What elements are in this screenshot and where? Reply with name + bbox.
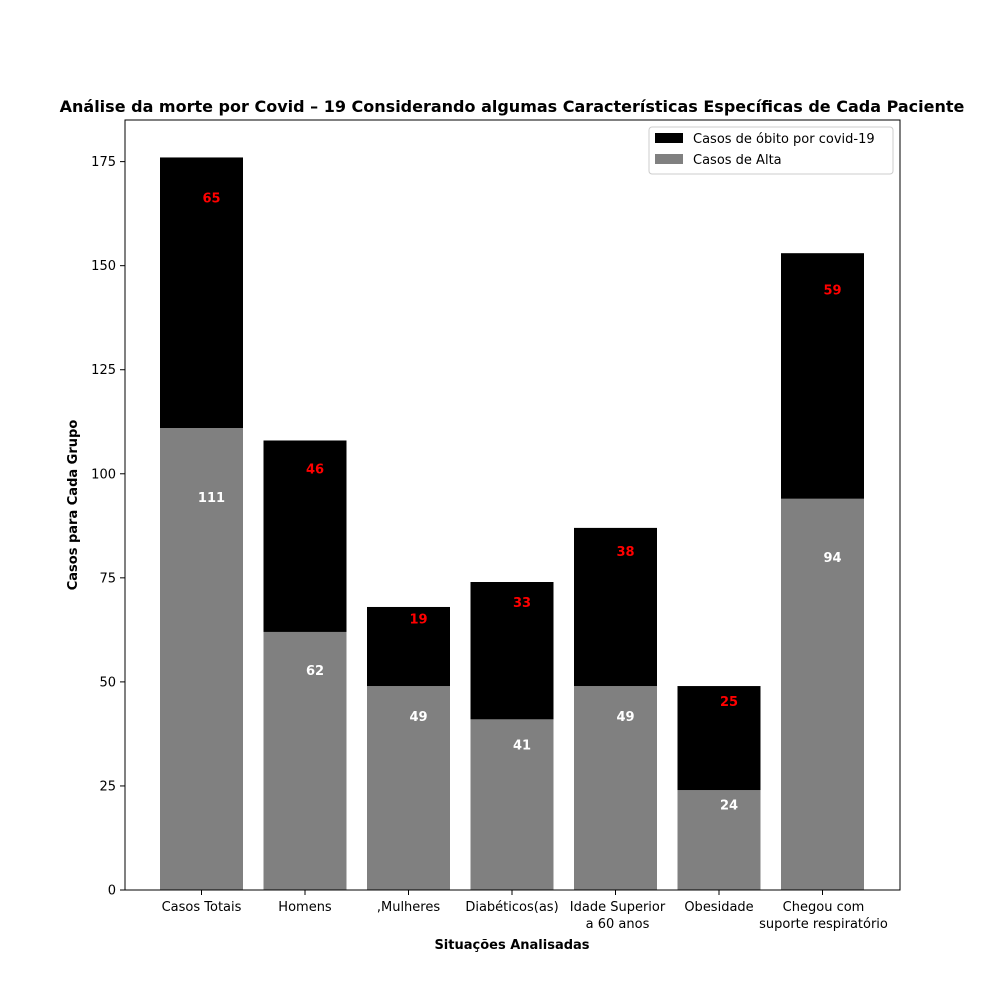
data-label-obito: 59: [823, 284, 841, 299]
plot-frame: [124, 119, 901, 891]
bar-obito: [367, 606, 450, 687]
x-tick-label: Homens: [278, 900, 332, 915]
data-label-obito: 25: [720, 695, 738, 710]
bar-obito: [574, 527, 657, 687]
data-label-alta: 24: [720, 799, 738, 814]
legend-label: Casos de óbito por covid-19: [693, 132, 875, 147]
legend-swatch: [655, 133, 683, 143]
bar-alta: [263, 631, 347, 890]
bar-obito: [263, 440, 347, 632]
bar-alta: [470, 719, 554, 890]
data-label-obito: 46: [306, 463, 324, 478]
x-tick-label: Casos Totais: [162, 900, 242, 915]
bar-alta: [367, 686, 450, 890]
data-label-alta: 111: [198, 491, 225, 506]
x-axis-label: Situações Analisadas: [434, 938, 589, 953]
x-tick-label: Obesidade: [684, 900, 753, 915]
data-label-alta: 49: [616, 710, 634, 725]
bar-alta: [574, 686, 657, 890]
legend: Casos de óbito por covid-19 Casos de Alta: [648, 126, 894, 175]
x-tick-label: ,Mulheres: [377, 900, 440, 915]
y-tick-label: 100: [91, 467, 116, 482]
data-label-alta: 94: [823, 551, 841, 566]
x-tick-label: Diabéticos(as): [465, 900, 558, 915]
y-tick-label: 25: [99, 779, 116, 794]
data-label-alta: 49: [409, 710, 427, 725]
legend-label: Casos de Alta: [693, 153, 782, 168]
y-tick-label: 175: [91, 155, 116, 170]
y-tick-label: 150: [91, 259, 116, 274]
y-tick-label: 125: [91, 363, 116, 378]
data-label-alta: 41: [513, 738, 531, 753]
x-tick-label: Idade Superior a 60 anos: [570, 900, 666, 932]
y-tick-label: 75: [99, 571, 116, 586]
bar-obito: [470, 582, 554, 720]
bar-alta: [160, 428, 243, 890]
data-label-obito: 33: [513, 596, 531, 611]
bar-alta: [781, 498, 864, 890]
legend-box: [648, 126, 894, 175]
y-axis-label: Casos para Cada Grupo: [66, 420, 81, 591]
data-label-obito: 19: [409, 612, 427, 627]
bar-obito: [677, 686, 761, 791]
bar-obito: [160, 157, 243, 428]
y-tick-label: 50: [99, 675, 116, 690]
bar-alta: [677, 790, 761, 890]
data-label-obito: 65: [202, 192, 220, 207]
bar-obito: [781, 253, 864, 499]
y-tick-label: 0: [108, 884, 116, 899]
chart-title: Análise da morte por Covid – 19 Consider…: [60, 97, 965, 116]
data-label-alta: 62: [306, 664, 324, 679]
legend-swatch: [655, 154, 683, 164]
data-label-obito: 38: [616, 545, 634, 560]
x-tick-label: Chegou com suporte respiratório: [759, 900, 888, 932]
